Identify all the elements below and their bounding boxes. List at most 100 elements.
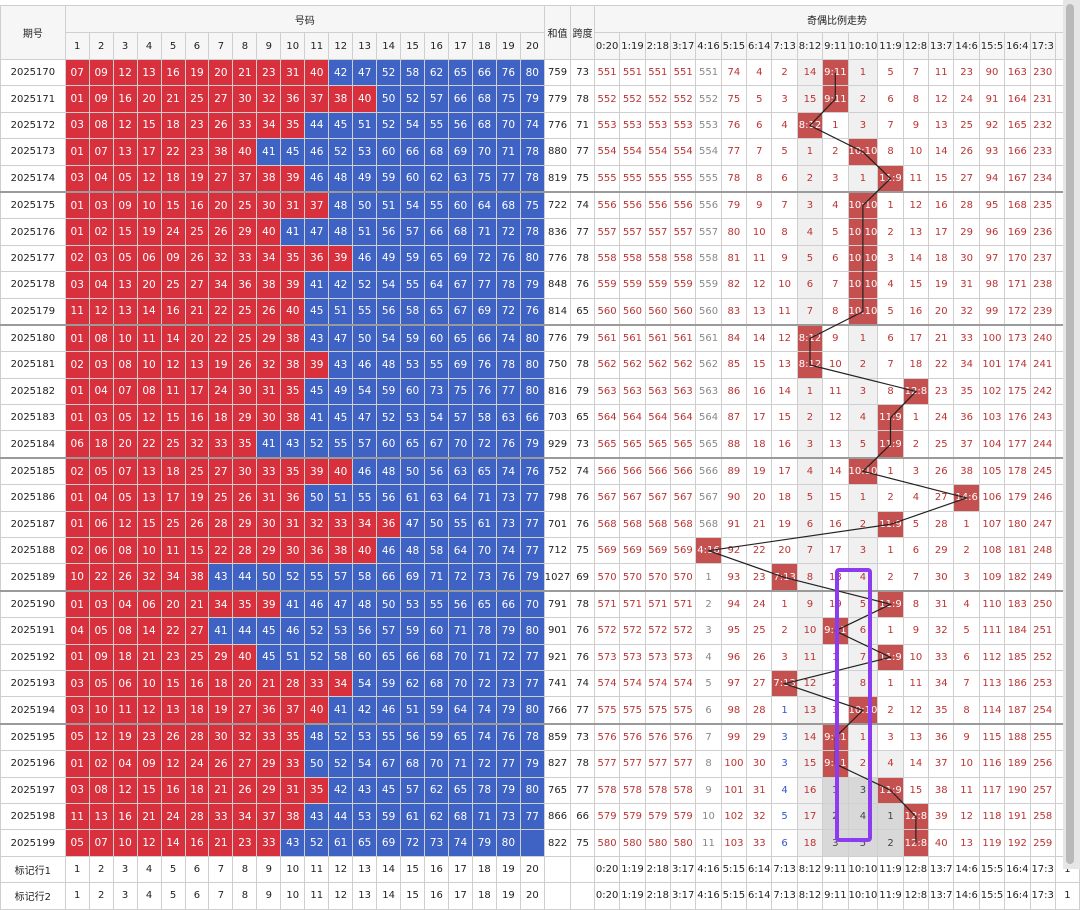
ratio-cell[interactable]: 31	[953, 271, 980, 299]
ratio-cell[interactable]: 11	[953, 776, 980, 804]
ratio-cell[interactable]: 580	[669, 829, 697, 857]
draw-row[interactable]: 2025174 03 04 05 12 18 19 27 37 38 39 46 48 49 59 60 62 6…	[0, 164, 1080, 193]
ratio-cell[interactable]: 18	[796, 829, 824, 857]
ratio-cell[interactable]: 37	[953, 430, 980, 459]
draw-row[interactable]: 2025171 01 09 16 20 21 25 27 30 32 36 37 38 40 50 52 57 6…	[0, 85, 1080, 113]
ratio-cell[interactable]: 105	[978, 457, 1006, 486]
ratio-cell[interactable]: 555	[669, 164, 697, 193]
ratio-cell[interactable]: 1	[877, 617, 904, 645]
ratio-cell[interactable]: 256	[1029, 750, 1056, 778]
ratio-cell[interactable]: 8:12	[796, 324, 824, 353]
ratio-cell[interactable]: 18	[746, 430, 773, 459]
ratio-cell[interactable]: 17	[796, 802, 824, 831]
ratio-cell[interactable]: 85	[720, 351, 748, 379]
ratio-cell[interactable]: 97	[720, 669, 748, 698]
ratio-column-header[interactable]: 7:13	[771, 32, 798, 60]
marker-ratio[interactable]: 16:4	[1004, 855, 1031, 884]
ratio-cell[interactable]: 21	[746, 510, 773, 539]
ratio-cell[interactable]: 566	[619, 457, 646, 486]
ratio-cell[interactable]: 100	[720, 750, 748, 778]
draw-row[interactable]: 2025188 02 06 08 10 11 15 22 28 29 30 36 38 40 46 48 58 6…	[0, 537, 1080, 565]
ratio-cell[interactable]: 19	[746, 457, 773, 486]
ratio-cell[interactable]: 96	[978, 218, 1006, 246]
ratio-cell[interactable]: 17	[902, 324, 930, 353]
ratio-cell[interactable]: 1	[796, 138, 824, 166]
ratio-cell[interactable]: 567	[619, 484, 646, 512]
ratio-cell[interactable]: 183	[1004, 590, 1031, 619]
ratio-column-header[interactable]: 5:15	[720, 32, 748, 60]
marker-ratio[interactable]: 6:14	[746, 855, 773, 884]
ratio-cell[interactable]: 15	[928, 164, 955, 193]
ratio-cell[interactable]: 40	[928, 829, 955, 857]
ratio-cell[interactable]: 190	[1004, 776, 1031, 804]
ratio-cell[interactable]: 12	[928, 85, 955, 113]
ratio-cell[interactable]: 114	[978, 696, 1006, 725]
ratio-cell[interactable]: 23	[928, 377, 955, 406]
marker-ratio[interactable]: 17:3	[1029, 855, 1056, 884]
marker-number[interactable]: 14	[376, 855, 402, 884]
ratio-cell[interactable]: 242	[1029, 377, 1056, 406]
ratio-cell[interactable]: 560	[619, 297, 646, 326]
ratio-cell[interactable]: 27	[928, 484, 955, 512]
ratio-cell[interactable]: 13	[746, 297, 773, 326]
ratio-cell[interactable]: 552	[593, 85, 621, 113]
ratio-cell[interactable]: 39	[928, 802, 955, 831]
ratio-cell[interactable]: 1	[796, 377, 824, 406]
ratio-cell[interactable]: 562	[644, 351, 672, 379]
ratio-cell[interactable]: 580	[619, 829, 646, 857]
ratio-cell[interactable]: 77	[720, 138, 748, 166]
ratio-cell[interactable]: 32	[746, 802, 773, 831]
ratio-cell[interactable]: 551	[619, 58, 646, 87]
ratio-cell[interactable]: 559	[593, 271, 621, 299]
ratio-cell[interactable]: 567	[644, 484, 672, 512]
ratio-cell[interactable]: 553	[669, 111, 697, 140]
ratio-cell[interactable]: 570	[619, 563, 646, 592]
ratio-cell[interactable]: 576	[669, 723, 697, 752]
marker-number[interactable]: 13	[352, 882, 378, 910]
ratio-cell[interactable]: 562	[593, 351, 621, 379]
ratio-cell[interactable]: 558	[695, 244, 722, 273]
ratio-cell[interactable]: 9	[822, 324, 849, 353]
ratio-cell[interactable]: 255	[1029, 723, 1056, 752]
ratio-cell[interactable]: 568	[593, 510, 621, 539]
ratio-cell[interactable]: 102	[720, 802, 748, 831]
ratio-cell[interactable]: 2	[902, 430, 930, 459]
ratio-cell[interactable]: 4	[796, 218, 824, 246]
ratio-cell[interactable]: 11	[771, 297, 798, 326]
ratio-cell[interactable]: 551	[644, 58, 672, 87]
ratio-cell[interactable]: 98	[978, 271, 1006, 299]
ratio-cell[interactable]: 91	[978, 85, 1006, 113]
ratio-cell[interactable]: 6	[771, 164, 798, 193]
ratio-cell[interactable]: 3	[953, 563, 980, 592]
marker-ratio[interactable]: 17:3	[1029, 882, 1056, 910]
ratio-cell[interactable]: 4	[695, 643, 722, 671]
marker-ratio[interactable]: 0:20	[593, 855, 621, 884]
ratio-cell[interactable]: 1	[822, 111, 849, 140]
ratio-cell[interactable]: 4	[877, 750, 904, 778]
ratio-cell[interactable]: 6	[771, 829, 798, 857]
ratio-cell[interactable]: 12	[822, 404, 849, 432]
ratio-cell[interactable]: 173	[1004, 324, 1031, 353]
ratio-cell[interactable]: 2	[822, 138, 849, 166]
ratio-cell[interactable]: 258	[1029, 802, 1056, 831]
ratio-cell[interactable]: 1	[771, 590, 798, 619]
ratio-cell[interactable]: 245	[1029, 457, 1056, 486]
ratio-cell[interactable]: 4	[902, 484, 930, 512]
ratio-cell[interactable]: 93	[978, 138, 1006, 166]
ratio-cell[interactable]: 18	[928, 244, 955, 273]
ratio-cell[interactable]: 570	[593, 563, 621, 592]
marker-ratio[interactable]: 5:15	[720, 855, 748, 884]
ratio-cell[interactable]: 3	[771, 723, 798, 752]
ratio-cell[interactable]: 10:10	[847, 218, 879, 246]
ratio-cell[interactable]: 172	[1004, 297, 1031, 326]
ratio-cell[interactable]: 11	[902, 669, 930, 698]
ratio-cell[interactable]: 37	[928, 750, 955, 778]
ratio-cell[interactable]: 3	[822, 164, 849, 193]
marker-number[interactable]: 12	[328, 855, 354, 884]
ratio-cell[interactable]: 7	[953, 669, 980, 698]
marker-ratio[interactable]: 8:12	[796, 882, 824, 910]
draw-row[interactable]: 2025179 11 12 13 14 16 21 22 25 26 40 45 51 55 56 58 65 6…	[0, 297, 1080, 326]
ratio-cell[interactable]: 7:13	[771, 563, 798, 592]
scrollbar-thumb[interactable]	[1066, 4, 1074, 864]
ratio-cell[interactable]: 5	[771, 138, 798, 166]
